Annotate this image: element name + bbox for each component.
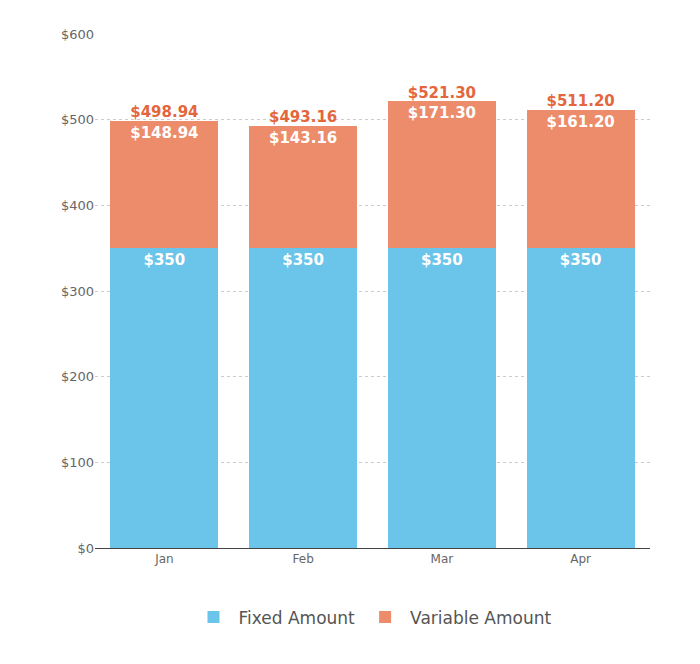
svg-text:$493.16: $493.16 xyxy=(269,108,337,126)
svg-text:$350: $350 xyxy=(144,251,186,269)
svg-text:$350: $350 xyxy=(282,251,324,269)
svg-text:$161.20: $161.20 xyxy=(546,113,614,131)
svg-text:Feb: Feb xyxy=(293,552,314,566)
svg-text:$600: $600 xyxy=(61,27,94,42)
svg-text:$100: $100 xyxy=(61,455,94,470)
svg-text:$498.94: $498.94 xyxy=(130,103,198,121)
svg-text:Jan: Jan xyxy=(154,552,174,566)
svg-text:Apr: Apr xyxy=(570,552,591,566)
svg-text:Fixed Amount: Fixed Amount xyxy=(239,608,356,628)
svg-text:$171.30: $171.30 xyxy=(408,104,476,122)
svg-text:$521.30: $521.30 xyxy=(408,84,476,102)
svg-text:$143.16: $143.16 xyxy=(269,129,337,147)
svg-text:$0: $0 xyxy=(77,541,94,556)
svg-text:Mar: Mar xyxy=(431,552,454,566)
svg-text:$511.20: $511.20 xyxy=(546,92,614,110)
svg-text:$148.94: $148.94 xyxy=(130,124,198,142)
svg-text:$300: $300 xyxy=(61,284,94,299)
svg-text:$350: $350 xyxy=(421,251,463,269)
svg-text:$350: $350 xyxy=(560,251,602,269)
svg-text:$200: $200 xyxy=(61,369,94,384)
svg-text:Variable Amount: Variable Amount xyxy=(410,608,551,628)
svg-text:$500: $500 xyxy=(61,112,94,127)
svg-text:$400: $400 xyxy=(61,198,94,213)
